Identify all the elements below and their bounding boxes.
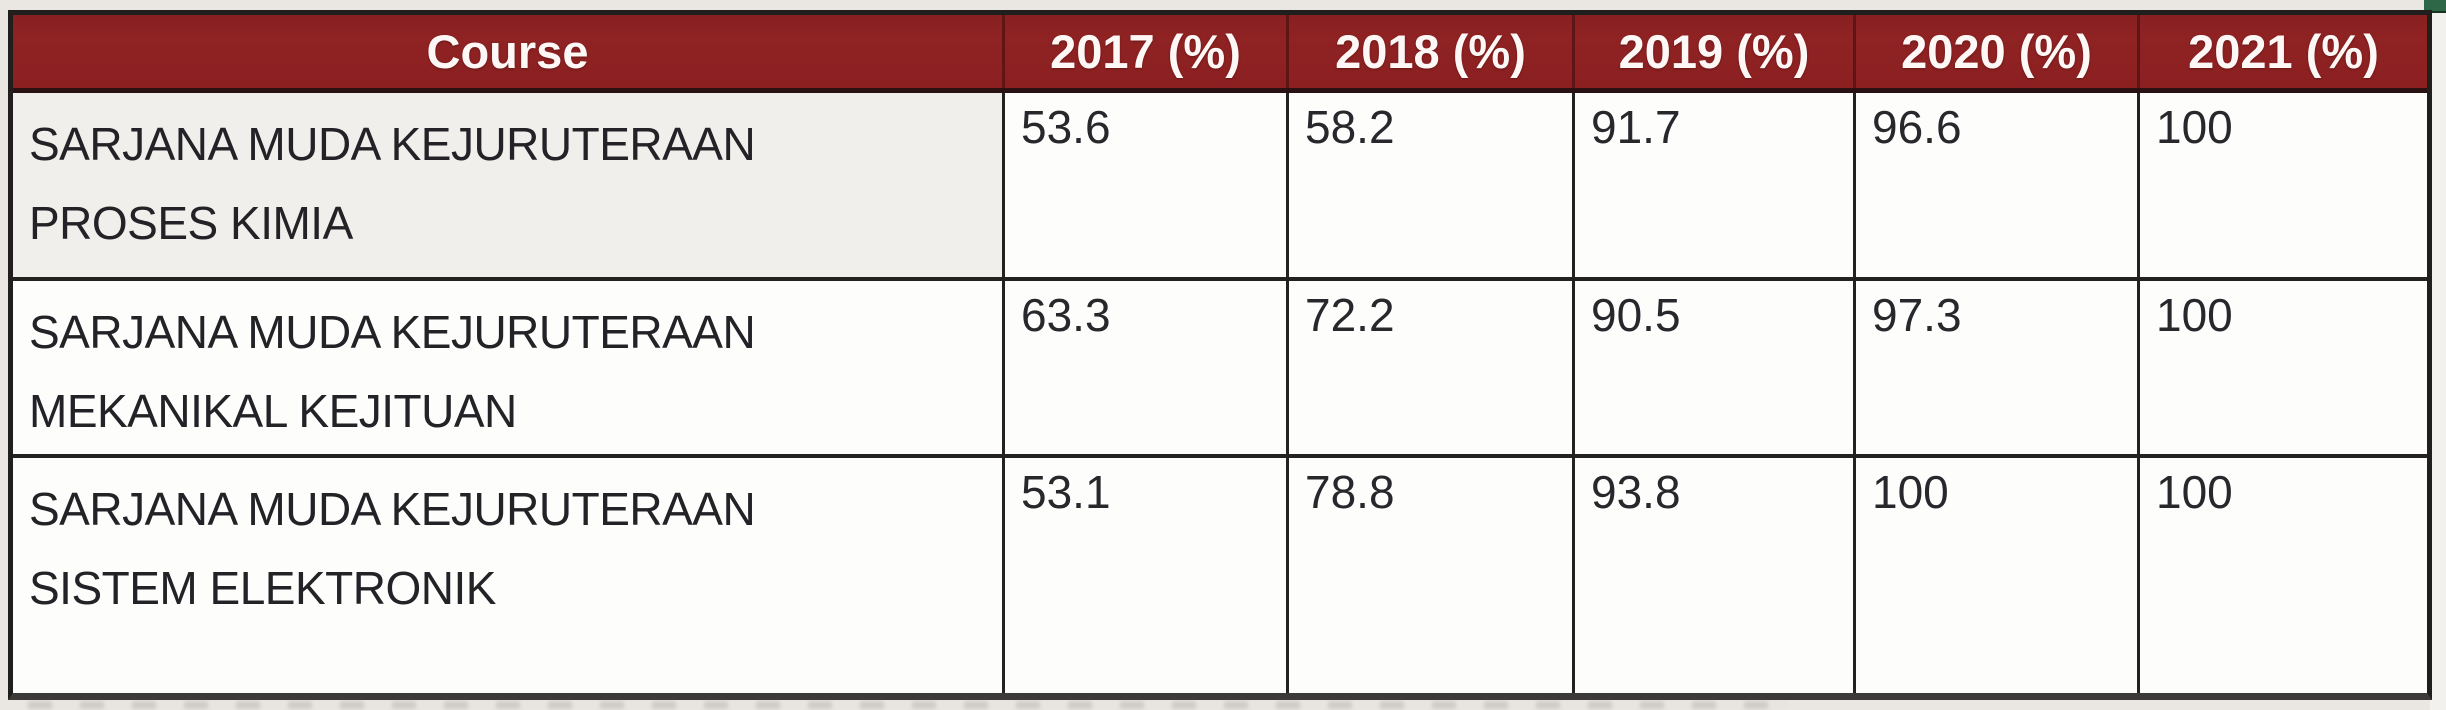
course-name-line2: MEKANIKAL KEJITUAN — [29, 385, 517, 438]
cutoff-caption-artifact — [28, 701, 1788, 709]
header-cell-course: Course — [13, 15, 1005, 88]
value-cell-2021: 100 — [2140, 458, 2427, 693]
background-window-green-fragment — [2424, 0, 2446, 13]
page-margin-right — [2430, 0, 2446, 710]
value-cell-2020: 96.6 — [1856, 93, 2140, 277]
course-cell: SARJANA MUDA KEJURUTERAAN PROSES KIMIA — [13, 93, 1005, 277]
course-cell: SARJANA MUDA KEJURUTERAAN SISTEM ELEKTRO… — [13, 458, 1005, 693]
header-label-2018: 2018 (%) — [1335, 25, 1526, 78]
table-row: SARJANA MUDA KEJURUTERAAN MEKANIKAL KEJI… — [13, 281, 2427, 458]
value-cell-2018: 58.2 — [1289, 93, 1575, 277]
value-cell-2018: 78.8 — [1289, 458, 1575, 693]
value-cell-2018: 72.2 — [1289, 281, 1575, 454]
header-label-2021: 2021 (%) — [2188, 25, 2379, 78]
course-name-line1: SARJANA MUDA KEJURUTERAAN — [29, 306, 756, 358]
value-cell-2021: 100 — [2140, 93, 2427, 277]
value-cell-2019: 93.8 — [1575, 458, 1856, 693]
value-cell-2021: 100 — [2140, 281, 2427, 454]
header-cell-2019: 2019 (%) — [1575, 15, 1856, 88]
value-cell-2017: 53.6 — [1005, 93, 1289, 277]
header-label-course: Course — [426, 25, 589, 78]
value-cell-2019: 90.5 — [1575, 281, 1856, 454]
course-name-line2: PROSES KIMIA — [29, 197, 353, 250]
course-cell: SARJANA MUDA KEJURUTERAAN MEKANIKAL KEJI… — [13, 281, 1005, 454]
course-name-line1: SARJANA MUDA KEJURUTERAAN — [29, 118, 756, 170]
header-cell-2017: 2017 (%) — [1005, 15, 1289, 88]
header-label-2020: 2020 (%) — [1901, 25, 2092, 78]
value-cell-2019: 91.7 — [1575, 93, 1856, 277]
header-cell-2018: 2018 (%) — [1289, 15, 1575, 88]
value-cell-2017: 53.1 — [1005, 458, 1289, 693]
table-row: SARJANA MUDA KEJURUTERAAN PROSES KIMIA 5… — [13, 93, 2427, 281]
course-name-line2: SISTEM ELEKTRONIK — [29, 562, 496, 615]
graduate-employability-table: Course 2017 (%) 2018 (%) 2019 (%) 2020 (… — [8, 10, 2432, 700]
header-label-2017: 2017 (%) — [1050, 25, 1241, 78]
table-row: SARJANA MUDA KEJURUTERAAN SISTEM ELEKTRO… — [13, 458, 2427, 693]
header-cell-2021: 2021 (%) — [2140, 15, 2427, 88]
value-cell-2020: 97.3 — [1856, 281, 2140, 454]
value-cell-2020: 100 — [1856, 458, 2140, 693]
header-cell-2020: 2020 (%) — [1856, 15, 2140, 88]
table-header-row: Course 2017 (%) 2018 (%) 2019 (%) 2020 (… — [13, 15, 2427, 93]
course-name-line1: SARJANA MUDA KEJURUTERAAN — [29, 483, 756, 535]
header-label-2019: 2019 (%) — [1618, 25, 1810, 78]
value-cell-2017: 63.3 — [1005, 281, 1289, 454]
